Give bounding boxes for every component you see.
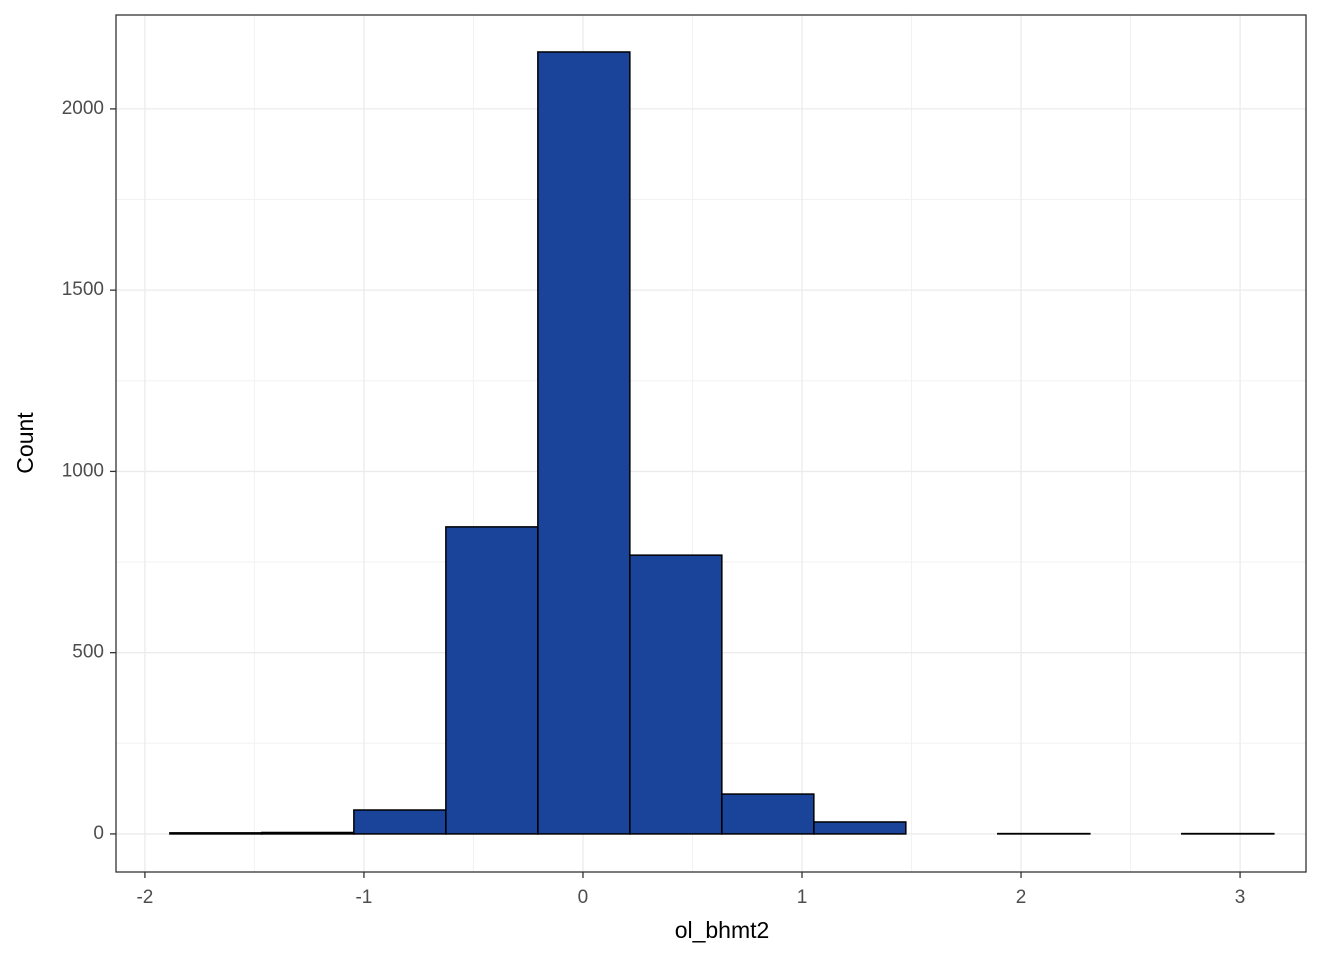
x-axis-title: ol_bhmt2	[675, 917, 770, 943]
grid	[116, 15, 1306, 872]
x-tick-label: 0	[578, 887, 589, 908]
y-tick-label: 2000	[62, 98, 104, 119]
x-tick-label: -1	[355, 887, 372, 908]
bar	[629, 554, 723, 835]
x-tick-label: 3	[1235, 887, 1246, 908]
y-axis-title: Count	[12, 412, 38, 474]
bar	[445, 526, 539, 835]
x-tick-label: 1	[797, 887, 808, 908]
y-tick-label: 1500	[62, 279, 104, 300]
y-tick-label: 500	[72, 642, 104, 663]
bar	[537, 51, 631, 835]
y-tick-label: 0	[93, 823, 104, 844]
bar	[261, 831, 355, 835]
bar	[813, 821, 907, 835]
bar	[721, 793, 815, 835]
y-tick-label: 1000	[62, 460, 104, 481]
x-tick-label: -2	[136, 887, 153, 908]
bars	[169, 51, 1275, 835]
bar	[169, 832, 263, 835]
panel-border	[115, 14, 1307, 873]
x-tick-label: 2	[1016, 887, 1027, 908]
bar	[353, 809, 447, 835]
